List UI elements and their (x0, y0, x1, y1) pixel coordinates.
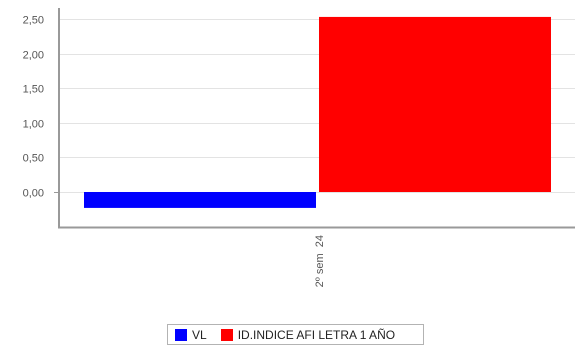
y-tick-label: 2,50 (23, 15, 44, 27)
y-tick-label: 0,50 (23, 153, 44, 165)
bar-afi (319, 16, 551, 193)
y-tick-label: 1,50 (23, 84, 44, 96)
legend-label-vl: VL (192, 327, 207, 342)
legend-item-vl: VL (175, 328, 207, 342)
bar-chart: 0,00 0,50 1,00 1,50 2,00 2,50 2º sem 24 (23, 8, 575, 287)
gridlines (60, 19, 575, 193)
y-tick-label: 2,00 (23, 50, 44, 62)
y-tick-label: 1,00 (23, 119, 44, 131)
legend-item-afi: ID.INDICE AFI LETRA 1 AÑO (220, 327, 396, 342)
bars (84, 16, 551, 208)
x-category-label: 2º sem 24 (314, 235, 326, 287)
legend-swatch-afi (220, 328, 233, 341)
y-axis-labels: 0,00 0,50 1,00 1,50 2,00 2,50 (23, 15, 44, 200)
plot-frame (54, 8, 575, 229)
bar-vl (84, 192, 316, 208)
legend-swatch-vl (175, 328, 187, 341)
legend-label-afi: ID.INDICE AFI LETRA 1 AÑO (237, 327, 396, 342)
legend: VL ID.INDICE AFI LETRA 1 AÑO (167, 324, 424, 345)
y-tick-label: 0,00 (23, 188, 44, 200)
x-axis-labels: 2º sem 24 (314, 235, 326, 287)
